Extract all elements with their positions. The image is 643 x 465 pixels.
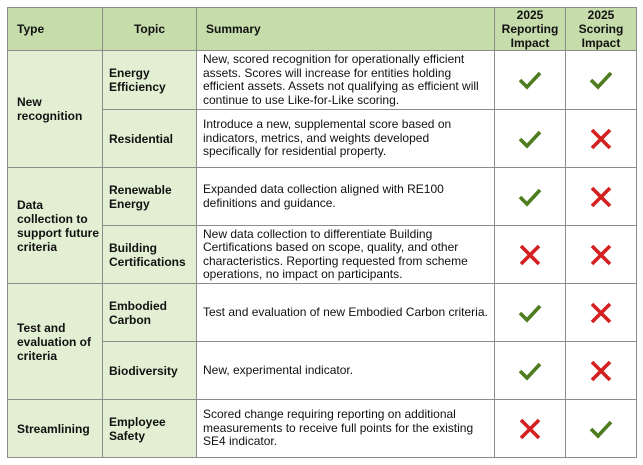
cross-icon bbox=[590, 186, 612, 207]
topic-cell: Renewable Energy bbox=[102, 167, 197, 226]
summary-cell: New, experimental indicator. bbox=[196, 341, 495, 400]
cross-icon bbox=[590, 360, 612, 381]
header-topic: Topic bbox=[102, 7, 197, 51]
cross-icon bbox=[590, 128, 612, 149]
reporting-impact-cell bbox=[494, 283, 566, 342]
cross-icon bbox=[519, 244, 541, 265]
header-summary: Summary bbox=[196, 7, 495, 51]
table-row: Data collection to support future criter… bbox=[7, 167, 637, 284]
type-cell: Streamlining bbox=[7, 399, 103, 458]
header-reporting-line-1: 2025 bbox=[516, 8, 544, 22]
scoring-impact-cell bbox=[565, 225, 637, 284]
reporting-impact-cell bbox=[494, 341, 566, 400]
check-icon bbox=[518, 304, 542, 323]
cross-icon bbox=[590, 244, 612, 265]
header-scoring-line-2: Scoring bbox=[578, 22, 624, 36]
topic-cell: Biodiversity bbox=[102, 341, 197, 400]
type-cell: New recognition bbox=[7, 50, 103, 168]
check-icon bbox=[518, 71, 542, 90]
reporting-impact-cell bbox=[494, 225, 566, 284]
check-icon bbox=[518, 188, 542, 207]
header-reporting-line-2: Reporting bbox=[501, 22, 559, 36]
scoring-impact-cell bbox=[565, 50, 637, 110]
header-scoring-line-3: Impact bbox=[581, 36, 621, 50]
header-scoring-line-1: 2025 bbox=[587, 8, 615, 22]
summary-cell: New, scored recognition for operationall… bbox=[196, 50, 495, 110]
table-row: Biodiversity New, experimental indicator… bbox=[8, 341, 637, 400]
check-icon bbox=[589, 71, 613, 90]
table-row: New recognition Energy Efficiency New, s… bbox=[7, 50, 637, 168]
header-row: Type Topic Summary 2025 Reporting Impact… bbox=[7, 7, 637, 51]
check-icon bbox=[518, 362, 542, 381]
summary-cell: New data collection to differentiate Bui… bbox=[196, 225, 495, 284]
table-row: Building Certifications New data collect… bbox=[8, 225, 637, 284]
type-cell: Data collection to support future criter… bbox=[7, 167, 103, 284]
reporting-impact-cell bbox=[494, 167, 566, 226]
type-cell: Test and evaluation of criteria bbox=[7, 283, 103, 400]
table-row: Streamlining Employee Safety Scored chan… bbox=[7, 399, 637, 458]
check-icon bbox=[589, 420, 613, 439]
topic-cell: Embodied Carbon bbox=[102, 283, 197, 342]
topic-cell: Residential bbox=[102, 109, 197, 168]
scoring-impact-cell bbox=[565, 109, 637, 168]
check-icon bbox=[518, 130, 542, 149]
topic-cell: Employee Safety bbox=[102, 399, 197, 458]
scoring-impact-cell bbox=[565, 341, 637, 400]
topic-cell: Energy Efficiency bbox=[102, 50, 197, 110]
header-scoring-impact: 2025 Scoring Impact bbox=[565, 7, 637, 51]
header-type: Type bbox=[7, 7, 103, 51]
impact-table: Type Topic Summary 2025 Reporting Impact… bbox=[7, 7, 637, 458]
topic-cell: Building Certifications bbox=[102, 225, 197, 284]
cross-icon bbox=[590, 302, 612, 323]
scoring-impact-cell bbox=[565, 283, 637, 342]
cross-icon bbox=[519, 418, 541, 439]
header-reporting-impact: 2025 Reporting Impact bbox=[494, 7, 566, 51]
reporting-impact-cell bbox=[494, 109, 566, 168]
summary-cell: Test and evaluation of new Embodied Carb… bbox=[196, 283, 495, 342]
summary-cell: Introduce a new, supplemental score base… bbox=[196, 109, 495, 168]
table-row: Residential Introduce a new, supplementa… bbox=[8, 109, 637, 168]
reporting-impact-cell bbox=[494, 399, 566, 458]
scoring-impact-cell bbox=[565, 167, 637, 226]
header-reporting-line-3: Impact bbox=[510, 36, 550, 50]
summary-cell: Scored change requiring reporting on add… bbox=[196, 399, 495, 458]
reporting-impact-cell bbox=[494, 50, 566, 110]
table-row: Test and evaluation of criteria Embodied… bbox=[7, 283, 637, 400]
scoring-impact-cell bbox=[565, 399, 637, 458]
summary-cell: Expanded data collection aligned with RE… bbox=[196, 167, 495, 226]
